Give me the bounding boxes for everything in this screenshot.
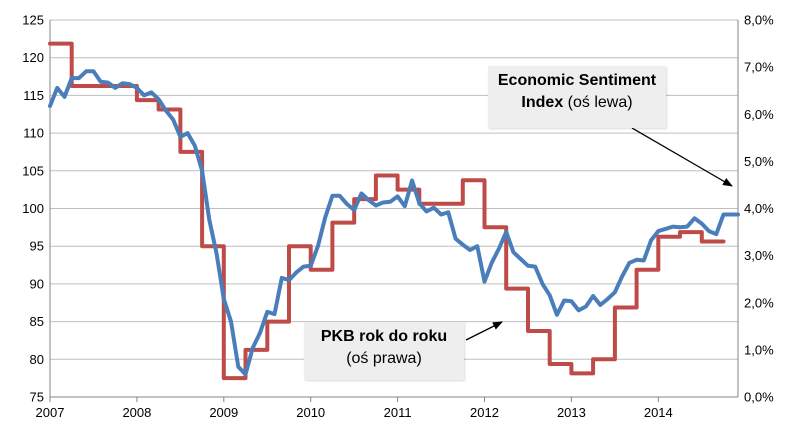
esi-annotation-bold: Economic Sentiment [497, 72, 657, 89]
right-tick-label: 5,0% [744, 154, 774, 169]
annotation-arrows [465, 127, 733, 341]
left-tick-label: 80 [30, 352, 44, 367]
esi-series-line [48, 69, 740, 377]
x-tick-label: 2011 [384, 405, 412, 420]
esi-annotation-arrow [631, 127, 733, 187]
esi-annotation-bold-2: Index [521, 94, 564, 111]
series-layer [48, 41, 740, 381]
left-tick-label: 120 [22, 50, 44, 65]
x-tick-label: 2008 [122, 405, 151, 420]
left-tick-label: 85 [30, 314, 44, 329]
axes [49, 20, 739, 398]
right-tick-label: 7,0% [744, 60, 774, 75]
right-tick-label: 1,0% [744, 342, 774, 357]
right-tick-label: 2,0% [744, 295, 774, 310]
right-axis-ticks: 0,0% 1,0% 2,0% 3,0% 4,0% 5,0% 6,0% 7,0% 8,0% [744, 13, 774, 405]
pkb-annotation-arrow [465, 321, 503, 341]
esi-annotation: Economic Sentiment Index (oś lewa) [488, 66, 666, 128]
esi-annotation-axis: (oś lewa) [563, 94, 633, 111]
x-tick-label: 2012 [470, 405, 499, 420]
gridlines [50, 19, 738, 398]
left-tick-label: 105 [22, 163, 44, 178]
x-tick-label: 2009 [209, 405, 238, 420]
right-tick-label: 8,0% [744, 13, 774, 28]
pkb-annotation: PKB rok do roku (oś prawa) [304, 322, 464, 380]
left-tick-label: 75 [30, 390, 44, 405]
left-tick-label: 115 [23, 88, 44, 103]
x-tick-label: 2010 [296, 405, 325, 420]
pkb-annotation-axis: (oś prawa) [346, 350, 422, 367]
x-tick-label: 2013 [557, 405, 586, 420]
pkb-annotation-bold: PKB rok do roku [320, 328, 448, 345]
left-tick-label: 110 [23, 126, 44, 141]
x-tick-label: 2007 [36, 405, 65, 420]
left-tick-label: 125 [22, 13, 44, 28]
right-tick-label: 0,0% [744, 390, 774, 405]
left-tick-label: 95 [30, 239, 44, 254]
x-tick-label: 2014 [644, 405, 673, 420]
left-axis-ticks: 75 80 85 90 95 100 105 110 115 120 125 [22, 13, 44, 405]
right-tick-label: 6,0% [744, 107, 774, 122]
left-tick-label: 90 [30, 276, 44, 291]
right-tick-label: 4,0% [744, 201, 774, 216]
right-tick-label: 3,0% [744, 248, 774, 263]
left-tick-label: 100 [22, 201, 44, 216]
x-axis-ticks: 2007 2008 2009 2010 2011 2012 2013 2014 [36, 397, 673, 420]
